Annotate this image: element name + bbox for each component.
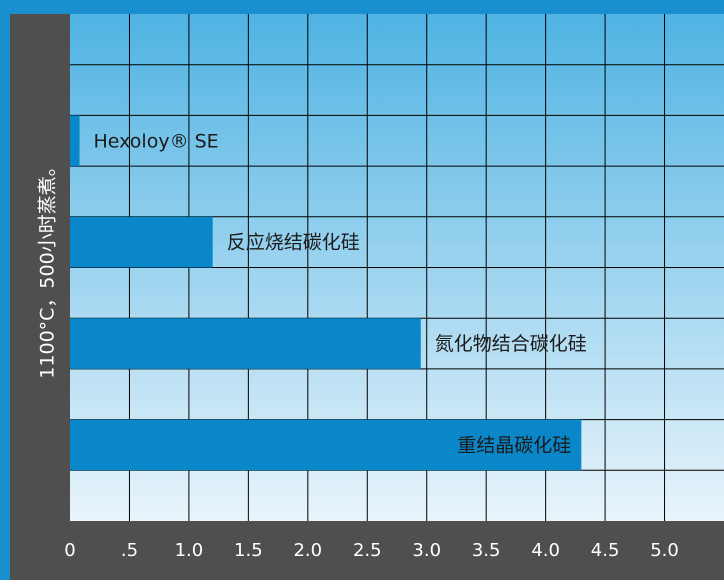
x-axis-panel xyxy=(10,521,724,580)
x-tick-label: .5 xyxy=(121,540,138,561)
bar xyxy=(70,115,80,167)
y-axis-panel xyxy=(10,14,70,580)
x-tick-label: 4.0 xyxy=(531,540,560,561)
x-tick-label: 5.0 xyxy=(650,540,679,561)
x-tick-label: 1.0 xyxy=(175,540,204,561)
bar xyxy=(70,419,582,471)
x-tick-label: 2.0 xyxy=(293,540,322,561)
x-tick-label: 3.5 xyxy=(472,540,501,561)
bars-group xyxy=(70,115,582,471)
y-axis-label: 1100°C，500小时蒸煮。 xyxy=(37,157,59,378)
bar xyxy=(70,318,421,369)
bar-label: Hexoloy® SE xyxy=(94,130,219,152)
x-tick-label: 0 xyxy=(64,540,75,561)
bar-label: 重结晶碳化硅 xyxy=(457,434,571,456)
x-tick-label: 4.5 xyxy=(591,540,620,561)
bar-label: 反应烧结碳化硅 xyxy=(227,232,360,254)
bar-label: 氮化物结合碳化硅 xyxy=(435,333,587,355)
bar xyxy=(70,216,213,268)
x-tick-label: 2.5 xyxy=(353,540,382,561)
x-tick-labels: 0 .5 1.0 1.5 2.0 2.5 3.0 3.5 4.0 4.5 5.0 xyxy=(64,540,679,561)
x-tick-label: 1.5 xyxy=(234,540,263,561)
x-tick-label: 3.0 xyxy=(412,540,441,561)
